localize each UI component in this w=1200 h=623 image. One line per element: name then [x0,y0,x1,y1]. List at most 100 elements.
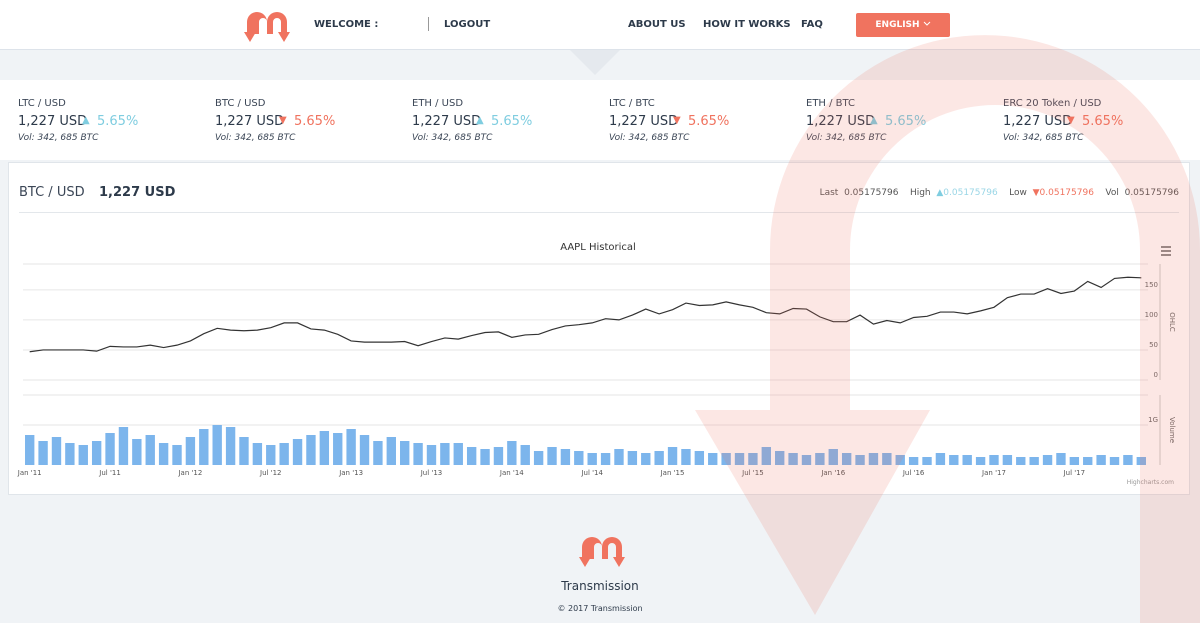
volume-bar [132,439,142,465]
volume-bar [91,441,102,465]
ticker-volume: Vol: 342, 685 BTC [1003,133,1084,143]
volume-bar [868,453,879,465]
credit: Highcharts.com [1127,479,1174,486]
volume-bar [828,449,838,465]
x-tick-label: Jan '14 [499,469,524,477]
volume-bar [78,445,88,465]
volume-bar [1123,455,1133,465]
chart: AAPL Historical 0 50 100 150 1G OHLC Volume Jan … [17,242,1176,486]
ticker-pair: ETH / BTC [806,98,856,109]
nav-link[interactable]: HOW IT WORKS [703,19,791,30]
volume-bar [654,451,664,465]
ticker-arrow: ▲ [870,115,878,126]
volume-bar [279,443,289,465]
volume-bar [1136,457,1146,465]
volume-bar [1002,455,1013,465]
volume-bar [440,443,450,465]
volume-bar [574,451,584,465]
up-arrow: ▲ [936,188,944,198]
volume-bar [681,449,691,465]
volume-bar [266,445,276,465]
volume-bar [1069,457,1080,465]
volume-bar [962,455,972,465]
ticker-pair: LTC / USD [18,98,66,109]
volume-bar [212,425,222,465]
volume-bar [989,455,999,465]
ticker-price: 1,227 USD [412,114,482,129]
ticker-price: 1,227 USD [806,114,876,129]
x-tick-label: Jul '16 [902,469,925,477]
volume-bar [413,443,423,465]
ticker-price: 1,227 USD [609,114,679,129]
volume-bar [533,451,544,465]
volume-bar [145,435,155,465]
chart-title: AAPL Historical [560,242,636,253]
ticker-change: 5.65% [1082,114,1124,129]
separator [428,17,429,31]
ticker-volume: Vol: 342, 685 BTC [18,133,99,143]
volume-bar [239,437,249,465]
volume-bar [38,441,48,465]
volume-bar [614,449,624,465]
language-button[interactable]: ENGLISH [856,13,950,37]
header [0,0,1200,50]
y2-axis-title: Volume [1168,417,1176,443]
volume-bar [118,427,129,465]
volume-bar [949,455,959,465]
x-tick-label: Jul '12 [259,469,282,477]
chevron [923,21,930,26]
volume-bar [721,453,731,465]
volume-bar [748,453,758,465]
detail-price: 1,227 USD [99,185,176,200]
volume-bar [1096,455,1106,465]
footer-logo [579,537,625,567]
nav-link[interactable]: ABOUT US [628,19,686,30]
volume-bar [306,435,316,465]
volume-bar [841,453,852,465]
volume-bar [158,443,169,465]
volume-bar [1083,457,1093,465]
ticker-change: 5.65% [491,114,533,129]
volume-bar [359,435,370,465]
stat-value: 0.05175796 [1124,188,1179,198]
volume-bar [895,455,905,465]
footer-brand: Transmission [561,579,639,593]
volume-bar [105,433,115,465]
stat-label: Vol [1105,188,1119,198]
x-tick-label: Jan '11 [17,469,42,477]
ticker-volume: Vol: 342, 685 BTC [806,133,887,143]
volume-bar [346,429,356,465]
ticker-change: 5.65% [688,114,730,129]
ticker-strip [0,80,1200,160]
volume-bar [292,439,303,465]
ticker-volume: Vol: 342, 685 BTC [215,133,296,143]
volume-bar [25,435,35,465]
volume-bar [734,453,745,465]
ticker-pair: BTC / USD [215,98,266,109]
nav-link[interactable]: FAQ [801,19,823,30]
ticker-arrow: ▼ [1067,115,1075,126]
x-tick-label: Jul '17 [1063,469,1086,477]
ticker-arrow: ▼ [279,115,287,126]
x-tick-label: Jul '15 [741,469,764,477]
stat-value: 0.05175796 [844,188,899,198]
volume-bar [788,453,798,465]
volume-bar [493,447,504,465]
copyright: © 2017 Transmission [557,604,643,613]
y2-tick-label: 1G [1148,416,1158,424]
x-tick-label: Jan '15 [660,469,685,477]
logo[interactable] [244,8,290,44]
ticker-pair: LTC / BTC [609,98,655,109]
down-arrow: ▼ [1032,188,1040,198]
logout-link[interactable]: LOGOUT [444,19,491,30]
volume-bar [252,443,263,465]
ticker-change: 5.65% [97,114,139,129]
language: ENGLISH [875,20,920,30]
volume-bar [400,441,410,465]
y-tick-label: 100 [1145,311,1158,319]
volume-bar [65,443,75,465]
y-tick-label: 0 [1154,371,1158,379]
volume-bar [199,429,209,465]
x-tick-label: Jan '13 [338,469,363,477]
